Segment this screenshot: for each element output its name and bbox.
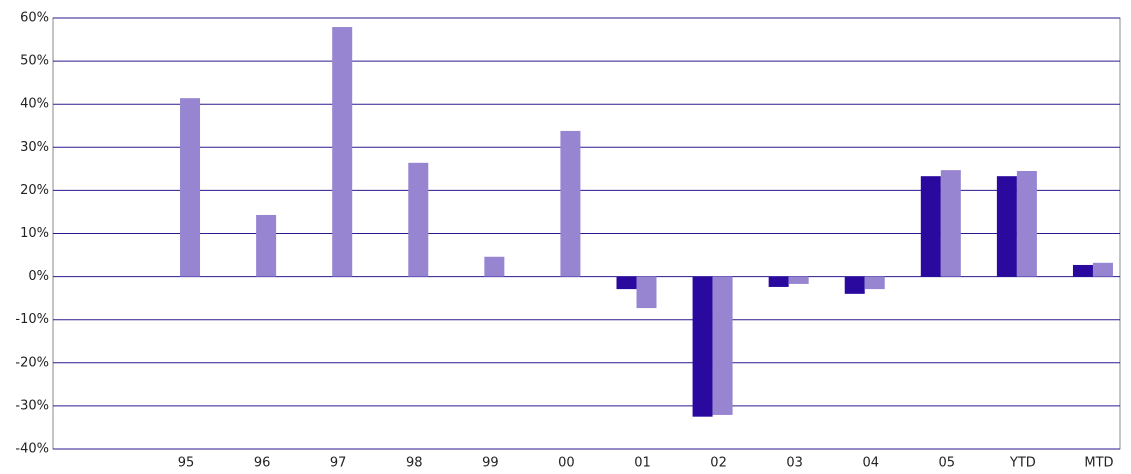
y-tick-label: -40% (15, 442, 49, 457)
x-tick-label: 96 (254, 456, 271, 471)
x-tick-label: MTD (1084, 456, 1113, 471)
bar (768, 276, 789, 287)
bar (256, 214, 277, 277)
bar (712, 276, 733, 415)
y-tick-label: 40% (20, 97, 49, 112)
bar (560, 130, 581, 277)
y-tick-label: 10% (20, 226, 49, 241)
y-tick-label: 0% (28, 269, 49, 284)
y-tick-label: -20% (15, 355, 49, 370)
x-tick-label: 03 (786, 456, 803, 471)
y-tick-label: 20% (20, 183, 49, 198)
x-tick-label: 01 (634, 456, 651, 471)
x-tick-label: YTD (1009, 456, 1036, 471)
bar (788, 276, 809, 284)
bar (636, 276, 657, 309)
bar (844, 276, 865, 294)
bar (1072, 264, 1093, 277)
x-tick-label: 04 (862, 456, 879, 471)
bar (1092, 262, 1113, 277)
bar (180, 98, 201, 277)
bar (484, 256, 505, 277)
x-tick-label: 02 (710, 456, 727, 471)
x-tick-label: 97 (330, 456, 347, 471)
x-tick-label: 00 (558, 456, 575, 471)
bar (616, 276, 637, 290)
bar (920, 176, 941, 277)
bar (864, 276, 885, 290)
bar (332, 27, 353, 277)
bar (940, 170, 961, 277)
x-tick-label: 05 (939, 456, 956, 471)
x-tick-label: 95 (178, 456, 195, 471)
bar (1016, 171, 1037, 277)
y-tick-label: -30% (15, 398, 49, 413)
y-tick-label: 50% (20, 54, 49, 69)
y-tick-label: 60% (20, 11, 49, 26)
y-tick-label: -10% (15, 312, 49, 327)
bar (408, 162, 429, 277)
bar (692, 276, 713, 417)
bar (996, 176, 1017, 277)
y-tick-label: 30% (20, 140, 49, 155)
x-tick-label: 99 (482, 456, 499, 471)
x-tick-label: 98 (406, 456, 423, 471)
